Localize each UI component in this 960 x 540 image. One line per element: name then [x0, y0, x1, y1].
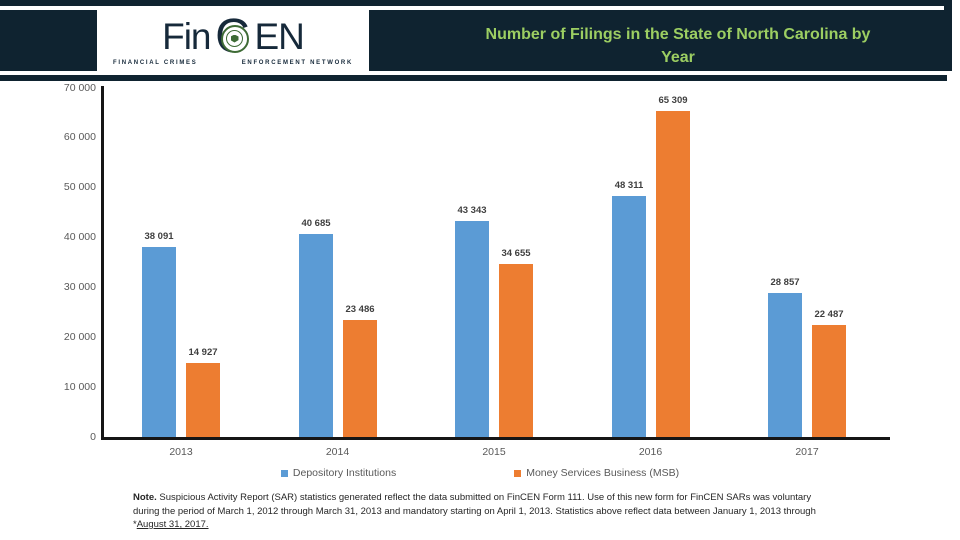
bar-value-label: 40 685 — [301, 218, 331, 229]
x-category-label: 2017 — [795, 446, 819, 458]
legend-label: Money Services Business (MSB) — [526, 467, 680, 479]
y-tick-label: 60 000 — [63, 131, 96, 144]
x-category-label: 2013 — [169, 446, 193, 458]
y-tick-label: 20 000 — [63, 330, 96, 343]
bar-value-label: 38 091 — [144, 231, 174, 242]
bar-2017-msb — [812, 325, 846, 437]
bar-value-label: 34 655 — [501, 248, 531, 259]
logo-text-fin: Fin — [162, 16, 211, 57]
legend: Depository Institutions Money Services Bu… — [0, 467, 960, 479]
y-tick-label: 70 000 — [63, 81, 96, 94]
bar-2016-msb — [656, 111, 690, 437]
header-right-border — [944, 0, 952, 71]
y-tick-label: 50 000 — [63, 181, 96, 194]
bar-2014-depository — [299, 234, 333, 437]
treasury-seal-icon — [220, 24, 249, 53]
bar-value-label: 48 311 — [614, 180, 644, 191]
y-tick-label: 40 000 — [63, 231, 96, 244]
logo-letter-c: C — [212, 12, 254, 60]
bar-value-label: 65 309 — [658, 95, 688, 106]
bar-2015-msb — [499, 264, 533, 437]
y-axis-line — [101, 86, 104, 440]
footnote-date-underlined: August 31, 2017. — [136, 519, 209, 530]
bar-value-label: 43 343 — [457, 205, 487, 216]
legend-swatch-icon — [280, 469, 288, 477]
bar-2014-msb — [343, 320, 377, 437]
x-category-label: 2015 — [482, 446, 506, 458]
footnote-text: Suspicious Activity Report (SAR) statist… — [133, 492, 816, 530]
logo-caption-financial-crimes: FINANCIAL CRIMES — [113, 59, 198, 66]
legend-item: Depository Institutions — [280, 467, 397, 479]
logo-caption-enforcement-network: ENFORCEMENT NETWORK — [241, 59, 353, 66]
bar-2017-depository — [768, 293, 802, 437]
x-axis-line — [101, 437, 890, 440]
bar-2013-msb — [186, 363, 220, 437]
slide-title: Number of Filings in the State of North … — [418, 23, 938, 69]
fincen-logo: Fin C EN FINANCIAL CRIMES ENFORCEMENT NE… — [97, 10, 369, 71]
legend-item: Money Services Business (MSB) — [514, 467, 679, 479]
y-tick-label: 0 — [90, 430, 96, 443]
slide-title-line2: Year — [661, 49, 695, 66]
bar-2016-depository — [612, 196, 646, 437]
fincen-logo-wordmark: Fin C EN — [162, 12, 305, 60]
slide-title-line1: Number of Filings in the State of North … — [485, 26, 871, 43]
bar-value-label: 28 857 — [770, 277, 800, 288]
y-tick-label: 30 000 — [63, 280, 96, 293]
bar-value-label: 22 487 — [814, 309, 844, 320]
legend-label: Depository Institutions — [292, 467, 397, 479]
header-top-border — [0, 0, 950, 6]
treasury-seal-inner-ring — [226, 30, 243, 47]
footnote: Note. Suspicious Activity Report (SAR) s… — [133, 491, 833, 532]
y-tick-label: 10 000 — [63, 380, 96, 393]
bar-2015-depository — [455, 221, 489, 437]
header-band: Fin C EN FINANCIAL CRIMES ENFORCEMENT NE… — [0, 10, 944, 71]
bar-value-label: 23 486 — [345, 304, 375, 315]
header-bottom-rule — [0, 75, 947, 81]
logo-captions: FINANCIAL CRIMES ENFORCEMENT NETWORK — [113, 60, 353, 66]
logo-text-en: EN — [254, 16, 305, 57]
legend-swatch-icon — [514, 469, 522, 477]
footnote-note-label: Note. — [133, 492, 157, 503]
bar-value-label: 14 927 — [188, 347, 218, 358]
bar-2013-depository — [142, 247, 176, 437]
treasury-seal-shield — [230, 34, 239, 43]
x-category-label: 2016 — [638, 446, 663, 458]
x-category-label: 2014 — [325, 446, 350, 458]
